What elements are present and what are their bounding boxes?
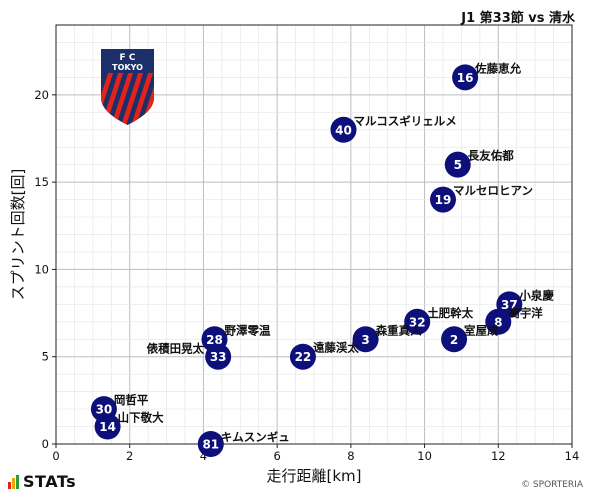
y-tick-label: 0 (42, 437, 49, 451)
point-label: 土肥幹太 (427, 306, 473, 320)
point-label: 岡哲平 (114, 393, 149, 407)
emblem-name: TOKYO (112, 63, 143, 72)
fc-tokyo-emblem: F C TOKYO (101, 49, 154, 125)
plot-frame (55, 24, 573, 445)
match-title: J1 第33節 vs 清水 (461, 11, 575, 26)
point-number: 28 (206, 333, 223, 347)
data-point: 33 俵積田晃太 (147, 342, 232, 370)
point-number: 32 (409, 315, 426, 329)
data-point: 5 長友佑都 (444, 149, 514, 178)
point-label: 長友佑都 (468, 149, 514, 163)
point-number: 5 (454, 158, 462, 172)
point-marker (444, 151, 471, 178)
point-label: 高宇洋 (508, 306, 543, 320)
x-tick-label: 6 (273, 449, 280, 463)
x-tick-label: 10 (417, 449, 432, 463)
point-label: キムスンギュ (221, 430, 290, 444)
stats-logo: STATs (8, 472, 76, 491)
point-label: 遠藤渓太 (313, 341, 359, 355)
point-marker (430, 186, 456, 213)
point-number: 19 (435, 193, 452, 207)
point-label: 山下敬大 (118, 411, 164, 425)
data-point: 2 室屋成 (441, 323, 499, 353)
point-number: 16 (457, 71, 474, 85)
y-axis-label: スプリント回数[回] (9, 169, 27, 301)
point-number: 40 (335, 123, 352, 137)
x-tick-label: 14 (565, 449, 580, 463)
point-marker (197, 431, 224, 457)
point-marker (94, 413, 121, 440)
data-point: 3 森重真人 (352, 323, 422, 353)
point-label: 野澤零温 (224, 323, 270, 337)
point-marker (205, 343, 232, 370)
copyright: © SPORTERIA (521, 480, 583, 490)
point-number: 37 (501, 298, 518, 312)
stats-bars-icon (8, 474, 19, 489)
stats-brand: STATs (23, 472, 77, 491)
point-label: 森重真人 (376, 323, 422, 337)
point-number: 81 (202, 438, 219, 452)
point-number: 3 (361, 333, 369, 347)
x-tick-label: 0 (52, 449, 59, 463)
x-tick-label: 8 (347, 449, 354, 463)
y-tick-label: 20 (34, 88, 49, 102)
point-label: マルセロヒアン (453, 184, 533, 198)
emblem-letters: F C (120, 53, 136, 63)
point-number: 14 (99, 420, 116, 434)
point-marker (441, 326, 468, 353)
y-tick-label: 10 (34, 262, 49, 276)
y-tick-label: 15 (34, 175, 49, 189)
x-tick-label: 12 (491, 449, 506, 463)
point-marker (330, 116, 357, 143)
point-number: 30 (96, 403, 113, 417)
axis-ticks: 0 2 4 6 8 10 12 14 0 5 10 15 20 (34, 88, 579, 463)
point-number: 22 (295, 350, 312, 364)
point-number: 2 (450, 333, 458, 347)
point-marker (289, 343, 316, 370)
point-marker (452, 64, 479, 91)
point-label: 佐藤恵允 (474, 61, 521, 75)
x-tick-label: 4 (200, 449, 207, 463)
point-marker (352, 326, 379, 353)
x-axis-label: 走行距離[km] (266, 467, 361, 485)
point-number: 33 (210, 350, 227, 364)
point-number: 8 (494, 315, 502, 329)
point-label: 室屋成 (464, 323, 499, 337)
point-label: 小泉慶 (518, 288, 554, 302)
point-label: 俵積田晃太 (147, 342, 205, 356)
y-tick-label: 5 (42, 350, 49, 364)
point-label: マルコスギリェルメ (353, 114, 456, 128)
data-point: 8 高宇洋 (485, 306, 543, 335)
point-marker (404, 308, 431, 335)
x-tick-label: 2 (126, 449, 133, 463)
point-marker (485, 308, 512, 335)
